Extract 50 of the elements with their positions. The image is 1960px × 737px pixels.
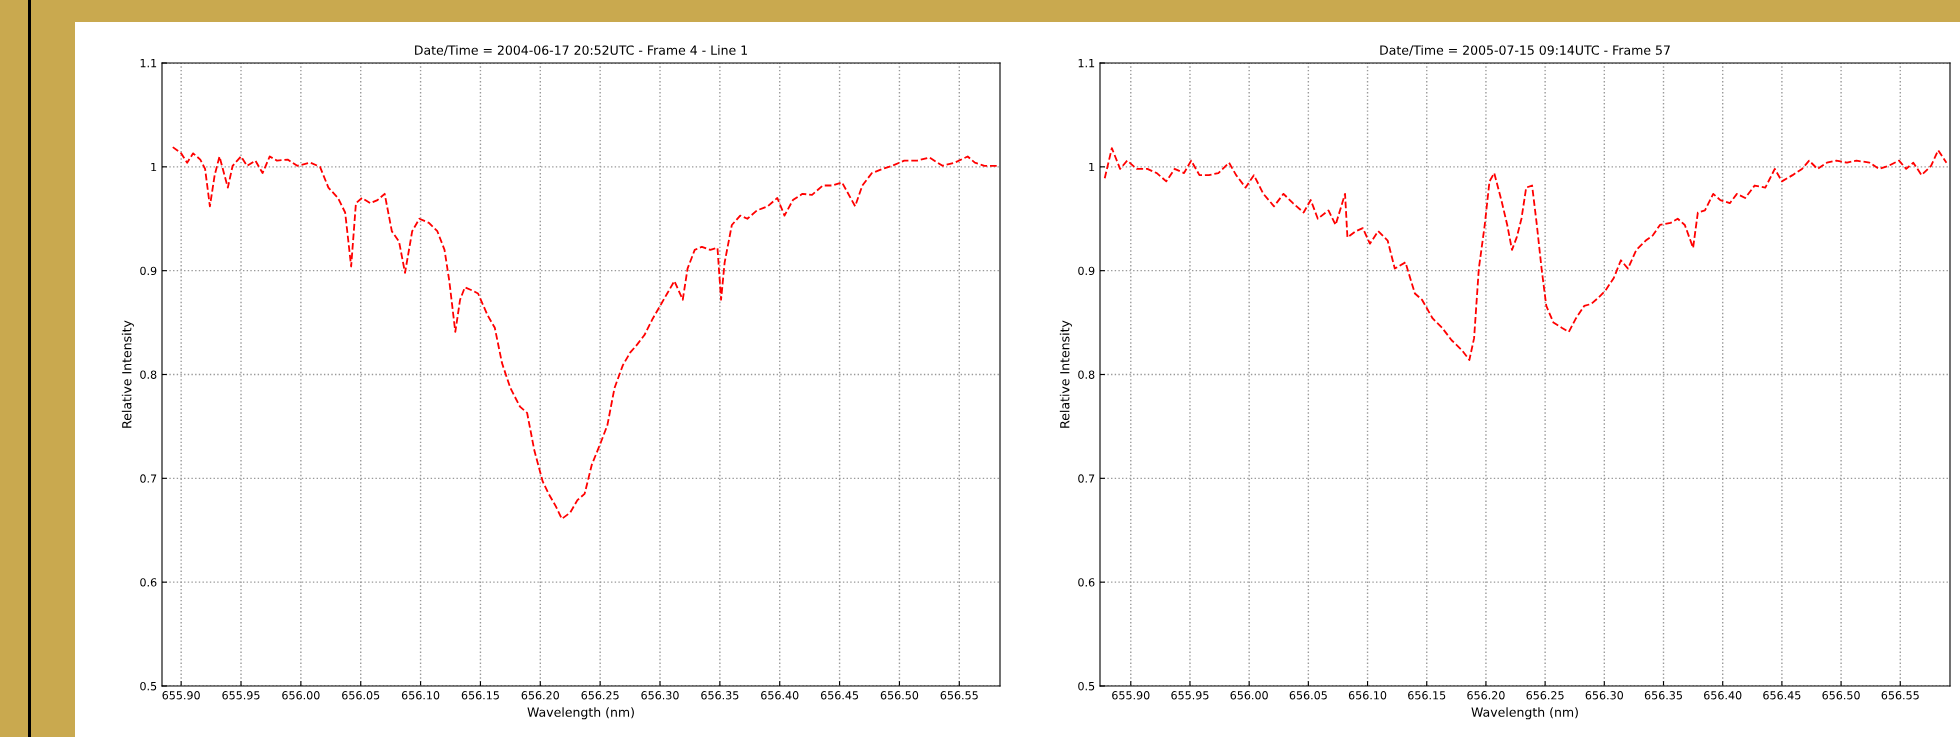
y-tick-label: 1: [1089, 162, 1095, 172]
x-tick-label: 656.35: [701, 691, 739, 700]
x-tick-label: 656.25: [1526, 691, 1564, 700]
y-tick-label: 0.5: [140, 681, 157, 691]
y-tick-label: 1.1: [140, 59, 157, 68]
line-series: [1103, 147, 1948, 361]
x-tick-label: 655.90: [1112, 691, 1150, 700]
y-tick-label: 0.6: [140, 578, 157, 587]
x-tick-label: 656.50: [1822, 691, 1860, 700]
x-tick-label: 656.50: [880, 691, 919, 700]
x-tick-label: 656.45: [820, 691, 859, 700]
x-tick-label: 656.15: [461, 691, 499, 700]
y-tick-label: 1.1: [1078, 59, 1095, 68]
y-tick-label: 0.8: [1078, 370, 1095, 379]
x-tick-label: 656.00: [1230, 691, 1268, 700]
y-tick-label: 0.5: [1078, 681, 1095, 691]
y-tick-label: 0.9: [140, 266, 157, 276]
y-axis-title: Relative Intensity: [1059, 320, 1072, 428]
x-tick-label: 656.30: [1585, 691, 1624, 700]
y-tick-label: 1: [151, 162, 157, 172]
x-axis-title: Wavelength (nm): [527, 707, 634, 720]
line-series: [171, 146, 999, 520]
x-tick-label: 656.20: [1467, 691, 1505, 700]
x-axis-title: Wavelength (nm): [1471, 707, 1578, 720]
y-tick-label: 0.8: [140, 370, 157, 379]
y-tick-label: 0.7: [140, 474, 157, 483]
x-tick-label: 656.40: [1704, 691, 1742, 700]
y-tick-label: 0.9: [1078, 266, 1095, 276]
chart-title: Date/Time = 2004-06-17 20:52UTC - Frame 4 - Line 1: [415, 45, 747, 56]
x-tick-label: 655.95: [222, 691, 260, 700]
x-tick-label: 656.30: [641, 691, 679, 700]
y-tick-label: 0.7: [1078, 474, 1095, 483]
x-tick-label: 655.95: [1171, 691, 1209, 700]
chart-title: Date/Time = 2005-07-15 09:14UTC - Frame 57: [1380, 45, 1670, 56]
x-tick-label: 656.20: [521, 691, 559, 700]
y-tick-label: 0.6: [1078, 578, 1095, 587]
x-tick-label: 656.40: [761, 691, 799, 700]
y-axis-title: Relative Intensity: [121, 320, 134, 428]
x-tick-label: 656.55: [940, 691, 978, 700]
x-tick-label: 656.55: [1881, 691, 1919, 700]
x-tick-label: 656.10: [401, 691, 440, 700]
x-tick-label: 656.25: [581, 691, 619, 700]
x-tick-label: 656.05: [1289, 691, 1327, 700]
x-tick-label: 655.90: [162, 691, 200, 700]
x-tick-label: 656.35: [1644, 691, 1682, 700]
x-tick-label: 656.45: [1763, 691, 1801, 700]
x-tick-label: 656.00: [282, 691, 320, 700]
x-tick-label: 656.15: [1408, 691, 1446, 700]
x-tick-label: 656.05: [342, 691, 380, 700]
x-tick-label: 656.10: [1348, 691, 1387, 700]
